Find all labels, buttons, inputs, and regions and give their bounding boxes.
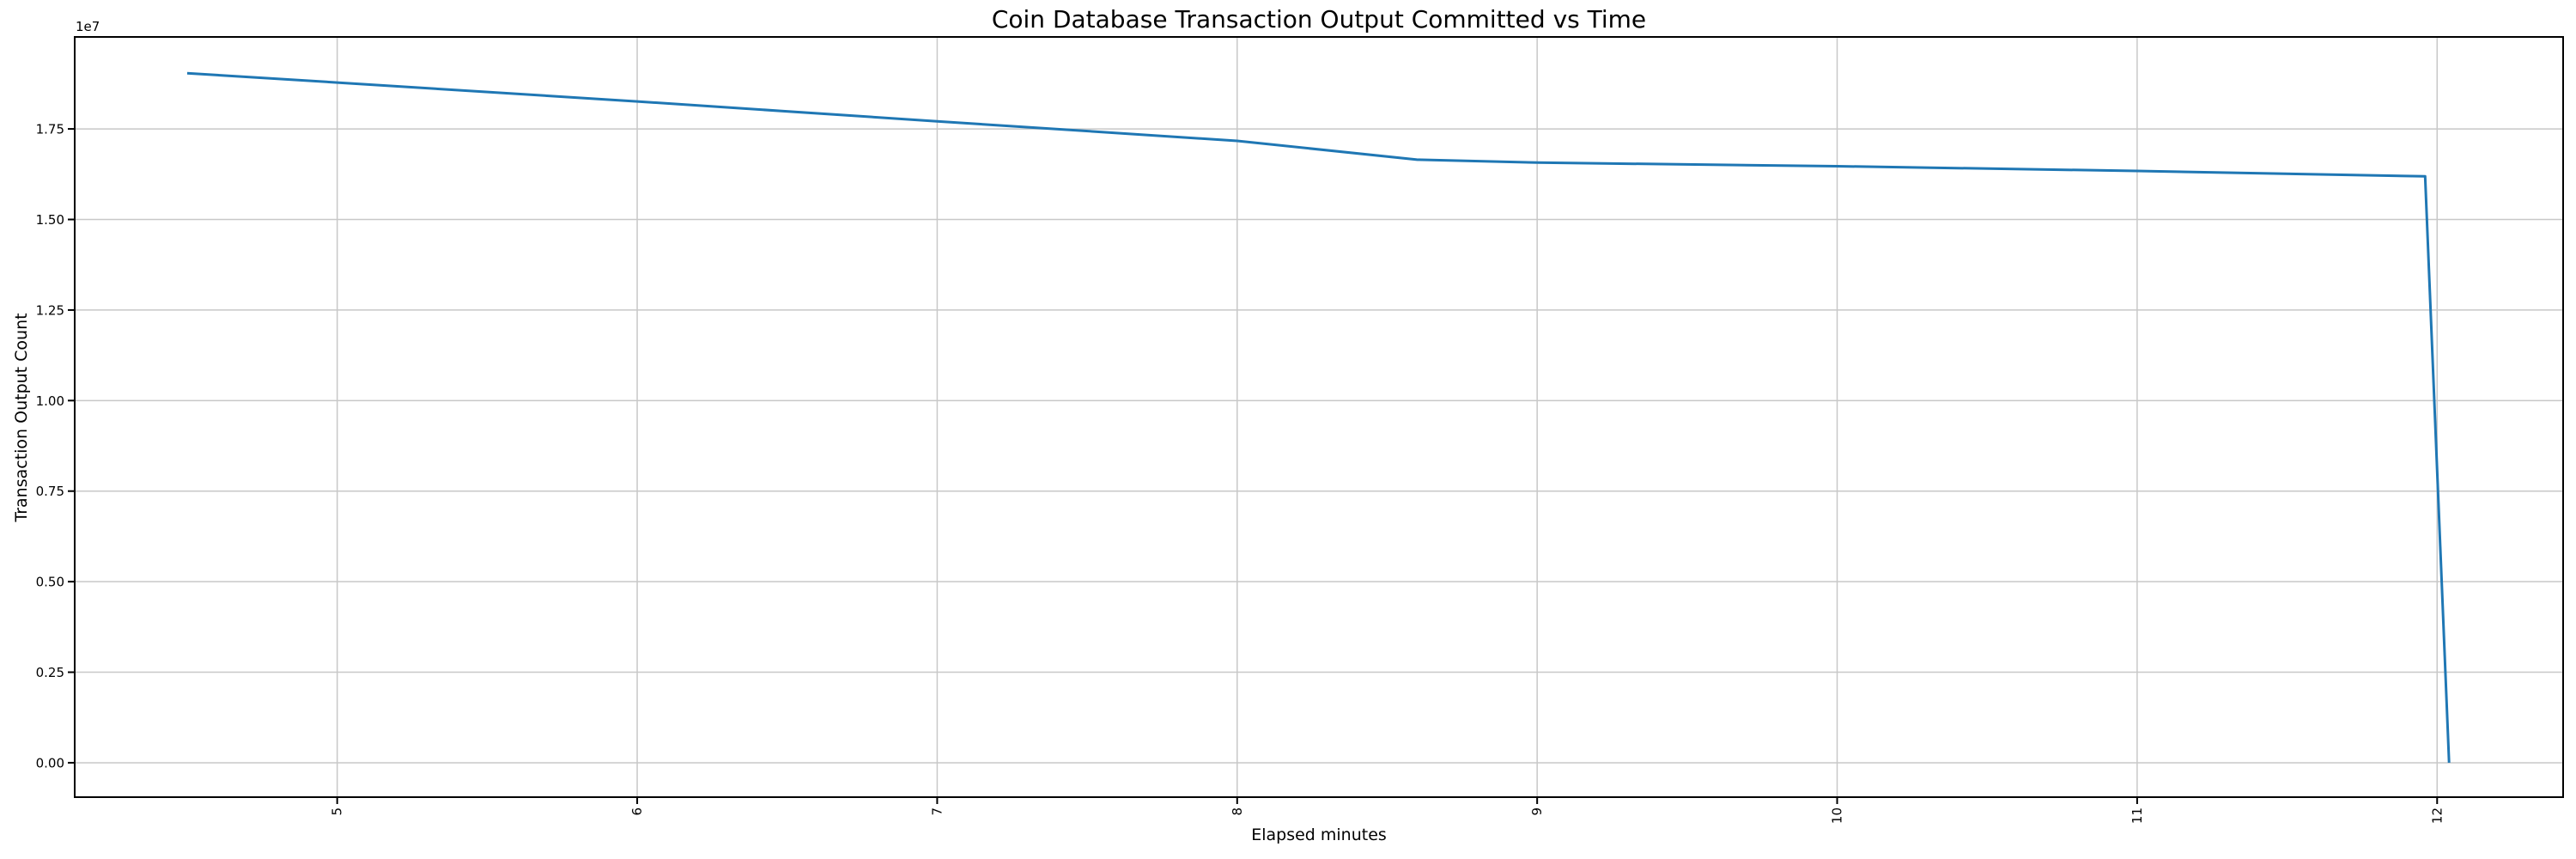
x-axis-label: Elapsed minutes: [1251, 825, 1387, 844]
x-tick-label: 12: [2429, 807, 2445, 824]
x-tick-label: 7: [929, 807, 945, 816]
y-tick-label: 1.50: [36, 212, 64, 228]
x-tick-label: 9: [1529, 807, 1545, 816]
y-tick-label: 0.50: [36, 575, 64, 590]
axes-spine: [74, 36, 2564, 798]
y-tick-labels: 0.00 0.25 0.50 0.75 1.00 1.25 1.50 1.75: [36, 122, 64, 771]
y-tick-label: 1.25: [36, 302, 64, 318]
y-tick-label: 1.00: [36, 393, 64, 409]
y-tick-label: 0.25: [36, 665, 64, 680]
y-tick-label: 1.75: [36, 122, 64, 137]
x-tick-label: 10: [1830, 807, 1845, 824]
tick-marks: [68, 128, 2439, 804]
grid-layer: [75, 37, 2563, 797]
x-tick-label: 5: [330, 807, 345, 816]
x-tick-labels: 5 6 7 8 9 10 11 12: [330, 807, 2445, 824]
x-tick-label: 11: [2129, 807, 2145, 824]
x-tick-label: 6: [629, 807, 645, 816]
chart-title: Coin Database Transaction Output Committ…: [991, 5, 1647, 34]
y-tick-label: 0.00: [36, 755, 64, 771]
y-tick-label: 0.75: [36, 484, 64, 499]
x-tick-label: 8: [1230, 807, 1245, 816]
series-line: [186, 71, 2451, 763]
y-axis-offset-label: 1e7: [76, 19, 100, 34]
